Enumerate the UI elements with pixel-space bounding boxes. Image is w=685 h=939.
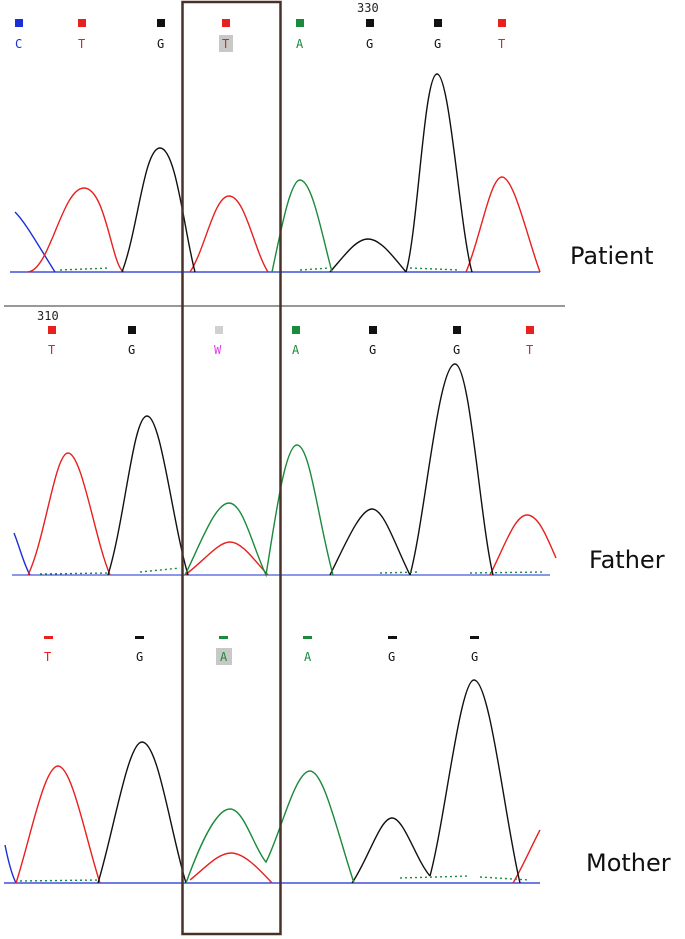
base-marker	[44, 636, 53, 639]
patient-trace	[10, 73, 541, 273]
base-call: A	[292, 343, 300, 357]
trace-t	[15, 765, 541, 884]
base-call: G	[453, 343, 460, 357]
base-marker	[498, 19, 506, 27]
base-call: T	[498, 37, 505, 51]
father-position-label: 310	[37, 309, 59, 323]
trace-t	[27, 452, 557, 576]
base-marker	[157, 19, 165, 27]
base-marker	[388, 636, 397, 639]
base-marker	[369, 326, 377, 334]
mother-label: Mother	[586, 849, 671, 877]
patient-base-calls: C T G T A G G T	[15, 19, 506, 52]
patient-panel: 330 C T G T A G G T Pat	[10, 1, 654, 273]
trace-a	[184, 444, 334, 578]
base-marker	[15, 19, 23, 27]
base-call: G	[157, 37, 164, 51]
base-call: G	[369, 343, 376, 357]
base-call: G	[366, 37, 373, 51]
trace-g	[97, 679, 521, 884]
mother-base-calls: T G A A G G	[44, 636, 479, 665]
trace-noise	[39, 567, 546, 575]
trace-g	[121, 73, 473, 273]
highlighted-base-background	[219, 35, 233, 52]
patient-label: Patient	[570, 242, 654, 270]
base-call: T	[44, 650, 51, 664]
base-call: A	[304, 650, 312, 664]
base-call: G	[128, 343, 135, 357]
base-call: T	[48, 343, 55, 357]
base-call-highlighted: T	[222, 37, 229, 51]
base-call-highlighted: A	[220, 650, 228, 664]
base-call: G	[136, 650, 143, 664]
father-label: Father	[589, 546, 665, 574]
base-marker	[526, 326, 534, 334]
highlighted-base-background	[216, 648, 232, 665]
base-marker	[366, 19, 374, 27]
father-base-calls: T G W A G G T	[48, 326, 534, 357]
base-marker	[453, 326, 461, 334]
base-marker	[48, 326, 56, 334]
trace-c	[13, 532, 31, 576]
patient-position-label: 330	[357, 1, 379, 15]
trace-t	[27, 176, 541, 273]
base-marker	[222, 19, 230, 27]
base-call: T	[526, 343, 533, 357]
base-marker	[215, 326, 223, 334]
base-marker	[219, 636, 228, 639]
trace-g	[107, 363, 494, 576]
trace-c	[4, 844, 17, 884]
trace-a	[185, 770, 355, 884]
base-marker	[470, 636, 479, 639]
trace-c	[14, 211, 56, 273]
base-marker	[135, 636, 144, 639]
trace-noise	[19, 875, 531, 882]
mother-trace	[4, 679, 541, 884]
trace-noise	[59, 267, 461, 271]
father-panel: 310 T G W A G G T Father	[12, 309, 665, 578]
base-call: C	[15, 37, 22, 51]
base-call-highlighted: W	[214, 343, 222, 357]
mother-panel: T G A A G G Mother	[4, 636, 671, 884]
base-call: A	[296, 37, 304, 51]
base-marker	[292, 326, 300, 334]
mutation-highlight-box	[181, 0, 282, 936]
base-call: T	[78, 37, 85, 51]
base-marker	[296, 19, 304, 27]
base-marker	[303, 636, 312, 639]
base-call: G	[471, 650, 478, 664]
base-call: G	[434, 37, 441, 51]
father-trace	[12, 363, 557, 578]
base-marker	[78, 19, 86, 27]
base-marker	[434, 19, 442, 27]
base-marker	[128, 326, 136, 334]
base-call: G	[388, 650, 395, 664]
